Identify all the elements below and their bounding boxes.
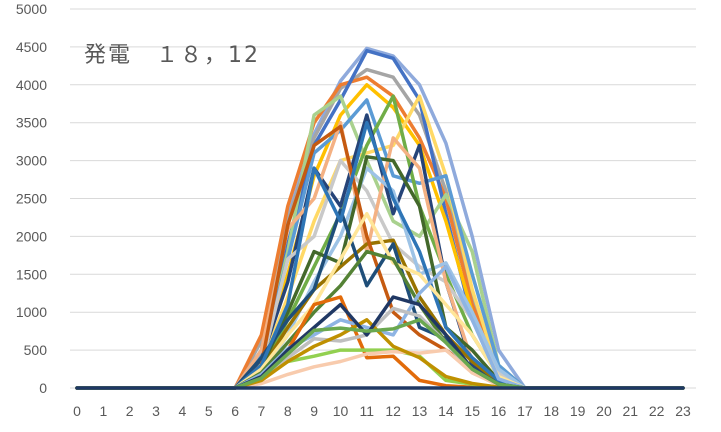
x-tick-label: 23 bbox=[675, 403, 691, 419]
series-lines bbox=[75, 46, 685, 390]
x-tick-label: 18 bbox=[543, 403, 559, 419]
y-tick-label: 3500 bbox=[16, 115, 47, 131]
x-tick-label: 1 bbox=[99, 403, 107, 419]
series-line-8 bbox=[75, 98, 685, 390]
x-tick-label: 0 bbox=[73, 403, 81, 419]
x-tick-label: 14 bbox=[438, 403, 454, 419]
y-tick-label: 4500 bbox=[16, 39, 47, 55]
x-tick-label: 12 bbox=[385, 403, 401, 419]
x-tick-label: 15 bbox=[464, 403, 480, 419]
series-line-22 bbox=[75, 264, 685, 390]
x-tick-label: 16 bbox=[491, 403, 507, 419]
chart-title: 発電 １８，12 bbox=[84, 43, 260, 68]
x-tick-label: 7 bbox=[258, 403, 266, 419]
y-tick-label: 1500 bbox=[16, 266, 47, 282]
x-axis-ticks: 0 1 2 3 4 5 6 7 8 9 10 11 12 13 14 15 16 17 18 19 20 21 22 23 bbox=[73, 403, 691, 419]
y-tick-label: 2000 bbox=[16, 228, 47, 244]
x-tick-label: 13 bbox=[412, 403, 428, 419]
x-tick-label: 2 bbox=[126, 403, 134, 419]
x-tick-label: 11 bbox=[360, 403, 375, 419]
y-tick-label: 0 bbox=[39, 380, 47, 396]
x-tick-label: 6 bbox=[231, 403, 239, 419]
y-tick-label: 4000 bbox=[16, 77, 47, 93]
x-tick-label: 20 bbox=[596, 403, 612, 419]
x-tick-label: 10 bbox=[333, 403, 349, 419]
y-tick-label: 500 bbox=[24, 342, 48, 358]
x-tick-label: 9 bbox=[310, 403, 318, 419]
y-tick-label: 2500 bbox=[16, 191, 47, 207]
y-tick-label: 1000 bbox=[16, 304, 47, 320]
x-tick-label: 19 bbox=[570, 403, 586, 419]
y-tick-label: 5000 bbox=[16, 1, 47, 17]
x-tick-label: 4 bbox=[178, 403, 186, 419]
x-tick-label: 22 bbox=[649, 403, 665, 419]
series-line-19 bbox=[75, 211, 685, 390]
x-tick-label: 8 bbox=[284, 403, 292, 419]
x-tick-label: 5 bbox=[205, 403, 213, 419]
y-axis-ticks: 0 500 1000 1500 2000 2500 3000 3500 4000 4500 5000 bbox=[16, 1, 47, 396]
series-line-21 bbox=[75, 295, 685, 390]
x-tick-label: 21 bbox=[623, 403, 639, 419]
x-tick-label: 3 bbox=[152, 403, 160, 419]
series-line-24 bbox=[75, 306, 685, 390]
x-tick-label: 17 bbox=[517, 403, 533, 419]
series-line-27 bbox=[75, 295, 685, 390]
y-tick-label: 3000 bbox=[16, 153, 47, 169]
